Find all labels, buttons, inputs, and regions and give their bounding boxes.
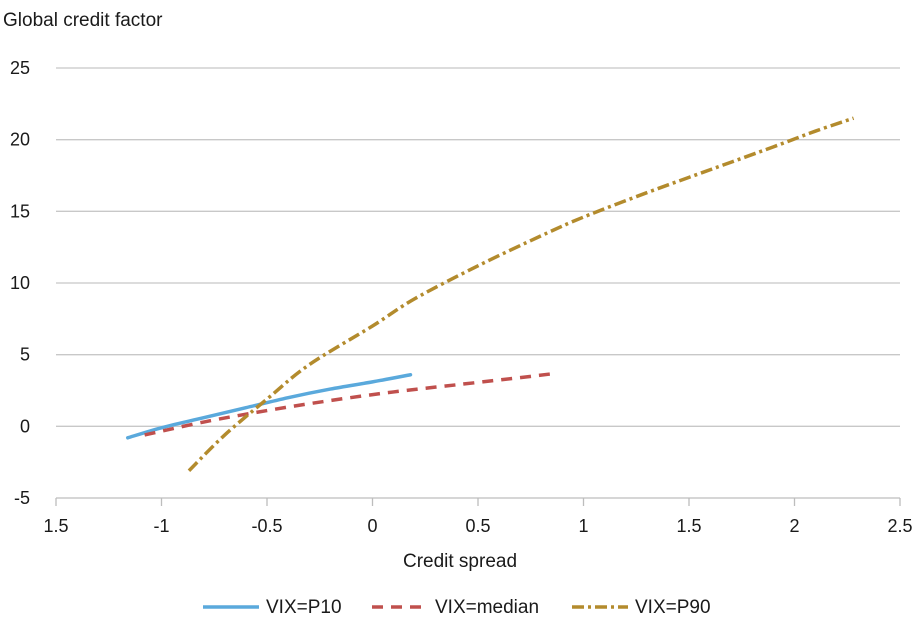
x-tick-label: 0.5 [465, 516, 490, 536]
x-tick-label: -1 [153, 516, 169, 536]
grid-lines [56, 67, 900, 427]
x-tick-label: 2.5 [887, 516, 912, 536]
x-tick-label: 0 [367, 516, 377, 536]
y-axis-title: Global credit factor [3, 10, 163, 31]
x-axis-title: Credit spread [403, 551, 517, 572]
series-line-1 [125, 372, 413, 440]
x-tick-label: -0.5 [251, 516, 282, 536]
x-tick-label: 1.5 [43, 516, 68, 536]
series-lines [125, 116, 855, 473]
y-tick-label: -5 [14, 488, 30, 508]
x-tick-label: 1 [578, 516, 588, 536]
series-line-3 [187, 116, 855, 473]
x-tick-label: 2 [789, 516, 799, 536]
series-line-2 [144, 371, 557, 437]
axes [55, 497, 901, 506]
y-tick-label: 25 [10, 58, 30, 78]
x-tick-label: 1.5 [676, 516, 701, 536]
legend-label-3: VIX=P90 [635, 597, 711, 618]
legend: VIX=P10 VIX=median VIX=P90 [203, 597, 711, 618]
y-tick-label: 10 [10, 273, 30, 293]
y-tick-label: 15 [10, 201, 30, 221]
y-tick-label: 5 [20, 345, 30, 365]
y-tick-label: 0 [20, 416, 30, 436]
tick-labels: -5 0 5 10 15 20 25 1.5 -1 -0.5 0 0.5 1 1.5 2 2.5 [10, 58, 913, 536]
y-tick-label: 20 [10, 130, 30, 150]
legend-label-1: VIX=P10 [266, 597, 342, 618]
legend-label-2: VIX=median [435, 597, 539, 618]
